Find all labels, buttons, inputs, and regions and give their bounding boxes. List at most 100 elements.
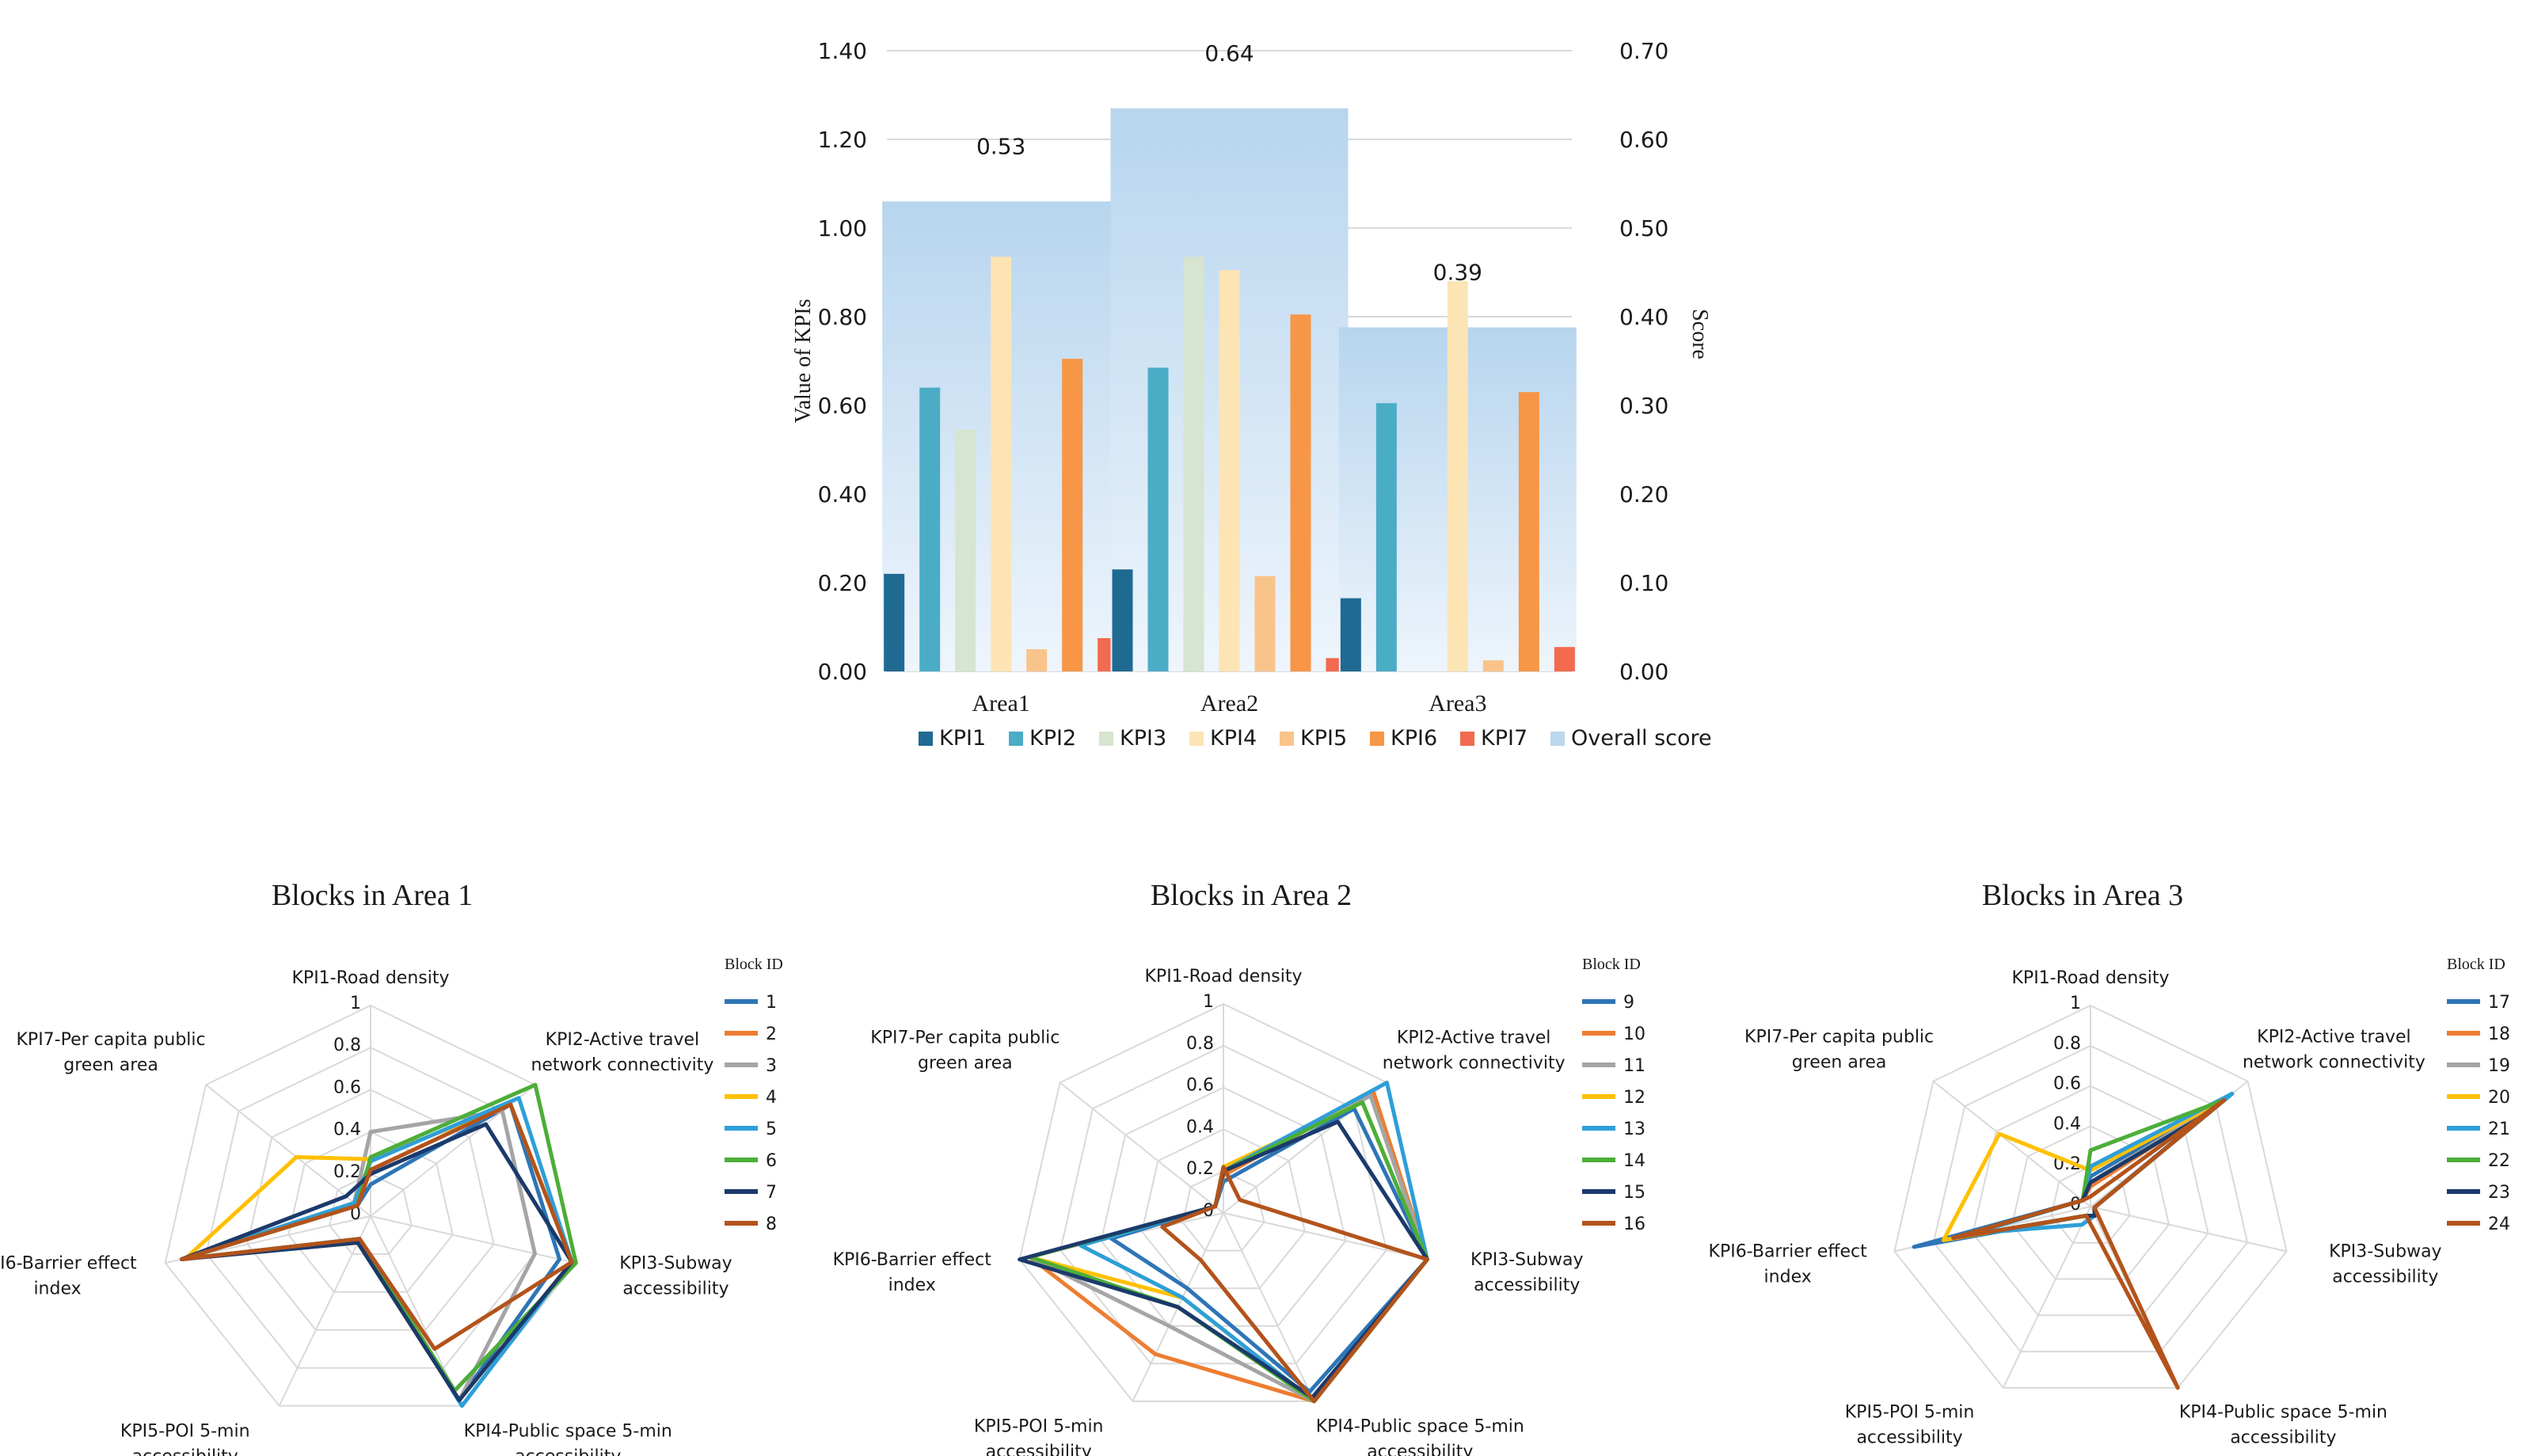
overall-score-label: 0.64 xyxy=(1204,40,1254,67)
y2-tick-label: 0.10 xyxy=(1619,570,1668,596)
y2-tick-label: 0.50 xyxy=(1619,215,1668,241)
x-tick-label: Area2 xyxy=(1200,690,1258,717)
bar-kpi5 xyxy=(1026,649,1048,671)
y-tick-label: 1.40 xyxy=(818,38,867,64)
radar-grid-ring xyxy=(1893,1004,2288,1389)
radar-r-tick: 0.4 xyxy=(333,1120,361,1140)
radar-chart-area-1: Blocks in Area 1 0 0.2 0.4 0.6 0.8 1 KPI1-Road … xyxy=(0,879,783,1456)
radar-legend-label: 20 xyxy=(2488,1088,2510,1108)
radar-spoke xyxy=(1059,1082,1224,1214)
radar-legend-label: 18 xyxy=(2488,1025,2510,1044)
overall-score-label: 0.53 xyxy=(976,133,1025,159)
radar-axis-label: KPI7-Per capita public green area xyxy=(17,1030,206,1075)
legend-label: KPI5 xyxy=(1300,726,1347,751)
radar-grid-ring xyxy=(287,1131,454,1293)
radar-axis-label: KPI3-Subway accessibility xyxy=(2329,1241,2441,1287)
legend-label: KPI3 xyxy=(1120,726,1166,751)
y2-tick-label: 0.70 xyxy=(1619,38,1668,64)
radar-legend-label: 3 xyxy=(766,1056,777,1076)
radar-axis-label: KPI3-Subway accessibility xyxy=(619,1253,732,1298)
radar-axis-label: KPI1-Road density xyxy=(292,968,450,988)
radar-legend-label: 23 xyxy=(2488,1183,2510,1203)
bar-kpi2 xyxy=(919,387,941,671)
radar-spoke xyxy=(278,1215,371,1407)
radar-legend-label: 21 xyxy=(2488,1120,2510,1139)
y-axis-label: Value of KPIs xyxy=(791,298,816,423)
radar-legend-label: 5 xyxy=(766,1120,777,1139)
y-tick-label: 1.00 xyxy=(818,215,867,241)
bar-kpi6 xyxy=(1062,359,1083,671)
radar-r-tick: 0.4 xyxy=(2053,1114,2081,1134)
radar-legend-label: 12 xyxy=(1623,1088,1645,1108)
bar-kpi2 xyxy=(1147,367,1169,671)
y-tick-label: 0.40 xyxy=(818,481,867,508)
legend-label: KPI1 xyxy=(939,726,986,751)
radar-series-24 xyxy=(1951,1097,2227,1390)
radar-axis-label: KPI3-Subway accessibility xyxy=(1470,1250,1583,1295)
y-tick-label: 0.60 xyxy=(818,393,867,419)
radar-chart-area-2: Blocks in Area 200.20.40.60.81KPI1-Road … xyxy=(833,879,1645,1456)
radar-legend-label: 16 xyxy=(1623,1215,1645,1234)
y-tick-label: 0.00 xyxy=(818,659,867,685)
radar-series-7 xyxy=(179,1122,574,1402)
radar-legend-label: 24 xyxy=(2488,1215,2510,1234)
bar-kpi1 xyxy=(884,573,905,671)
radar-axis-label: KPI2-Active travel network connectivity xyxy=(2243,1028,2425,1073)
radar-r-tick: 0.8 xyxy=(333,1036,361,1055)
y-tick-label: 0.20 xyxy=(818,570,867,596)
radar-title: Blocks in Area 2 xyxy=(1151,879,1352,912)
bar-kpi1 xyxy=(1112,569,1133,671)
radar-grid-ring xyxy=(1060,1044,1387,1365)
overall-score-label: 0.39 xyxy=(1433,259,1482,285)
legend-swatch xyxy=(1550,732,1565,746)
radar-axis-label: KPI1-Road density xyxy=(1145,967,1303,987)
y2-tick-label: 0.00 xyxy=(1619,659,1668,685)
radar-r-tick: 0.6 xyxy=(1186,1076,1214,1096)
radar-chart-area-3: Blocks in Area 300.20.40.60.81KPI1-Road … xyxy=(1709,879,2510,1447)
radar-title: Blocks in Area 1 xyxy=(272,879,473,912)
y2-tick-label: 0.30 xyxy=(1619,393,1668,419)
radar-legend-label: 7 xyxy=(766,1183,777,1203)
bar-kpi3 xyxy=(955,429,976,671)
radar-title: Blocks in Area 3 xyxy=(1982,879,2183,912)
radar-r-tick: 0.2 xyxy=(333,1162,361,1182)
y2-axis-label: Score xyxy=(1687,309,1712,359)
radar-axis-label: KPI7-Per capita public green area xyxy=(1744,1028,1934,1073)
radar-r-tick: 1 xyxy=(350,994,361,1013)
bar-kpi7 xyxy=(1554,647,1575,671)
bar-kpi1 xyxy=(1340,598,1361,671)
radar-grid-ring xyxy=(1932,1044,2249,1353)
radar-axis-label: KPI2-Active travel network connectivity xyxy=(531,1030,713,1075)
radar-r-tick: 0.8 xyxy=(1186,1034,1214,1054)
radar-grid-ring xyxy=(2011,1125,2170,1280)
legend-swatch xyxy=(1009,732,1023,746)
bar-kpi4 xyxy=(1219,270,1240,671)
radar-spoke xyxy=(1223,1212,1315,1402)
y2-tick-label: 0.20 xyxy=(1619,481,1668,508)
bar-kpi6 xyxy=(1518,392,1539,671)
radar-spoke xyxy=(1223,1212,1428,1260)
bar-kpi4 xyxy=(1447,281,1468,671)
bar-kpi6 xyxy=(1290,314,1311,671)
radar-r-tick: 0.6 xyxy=(2053,1074,2081,1094)
radar-legend-label: 10 xyxy=(1623,1025,1645,1044)
bar-kpi5 xyxy=(1254,576,1276,671)
radar-spoke xyxy=(370,1215,576,1264)
radar-legend-label: 2 xyxy=(766,1025,777,1044)
radar-r-tick: 1 xyxy=(1203,992,1214,1012)
radar-legend-label: 1 xyxy=(766,993,777,1013)
radar-grid-ring xyxy=(246,1089,495,1331)
radar-legend-label: 6 xyxy=(766,1151,777,1171)
radar-axis-label: KPI2-Active travel network connectivity xyxy=(1383,1028,1566,1074)
bar-kpi5 xyxy=(1482,660,1504,671)
radar-series-15 xyxy=(1018,1120,1429,1400)
x-tick-label: Area3 xyxy=(1429,690,1486,717)
radar-r-tick: 0 xyxy=(350,1204,361,1224)
y2-tick-label: 0.60 xyxy=(1619,127,1668,153)
